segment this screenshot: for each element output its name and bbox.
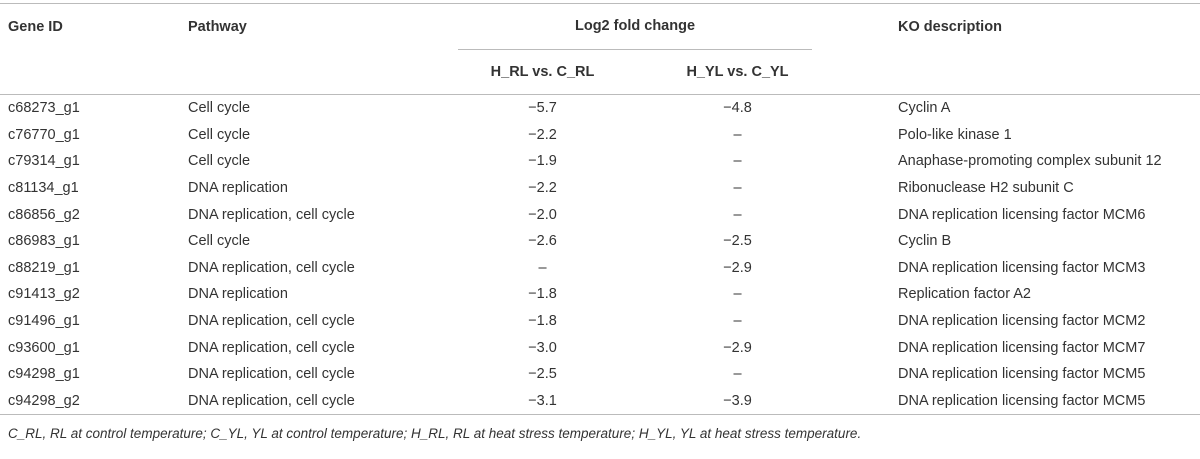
- fold-change: −4.8: [723, 100, 752, 117]
- pathway: DNA replication, cell cycle: [180, 387, 455, 416]
- pathway: Cell cycle: [188, 100, 251, 117]
- table-row: c76770_g1 Cell cycle −2.2 – Polo-like kinase…: [0, 122, 1200, 149]
- gene-id: c81134_g1: [8, 180, 79, 197]
- ko-description: DNA replication licensing factor MCM7: [898, 339, 1146, 356]
- gene-id: c76770_g1: [8, 126, 80, 143]
- fold-change: −2.2: [528, 180, 557, 197]
- fold-change: −2.9: [723, 339, 752, 356]
- fold-change: –: [733, 286, 742, 303]
- table-row: c86856_g2 DNA replication, cell cycle −2.0…: [0, 201, 1200, 228]
- pathway: DNA replication, cell cycle: [188, 366, 355, 383]
- fold-change: –: [733, 153, 742, 170]
- fold-change: −2.2: [528, 126, 557, 143]
- pathway: DNA replication: [188, 180, 288, 197]
- footnote: C_RL, RL at control temperature; C_YL, Y…: [8, 426, 862, 442]
- fold-change: –: [733, 180, 742, 197]
- subcolumn-header: H_YL vs. C_YL: [630, 50, 845, 95]
- ko-description: Ribonuclease H2 subunit C: [898, 180, 1074, 197]
- table-row: c68273_g1 Cell cycle −5.7 −4.8 Cyclin A: [0, 95, 1200, 122]
- gene-id: c79314_g1: [8, 153, 80, 170]
- column-group: Log2 fold change: [455, 3, 845, 50]
- ko-description: Cyclin B: [898, 233, 952, 250]
- gene-id: c68273_g1: [8, 100, 80, 117]
- column-header: Log2 fold change: [458, 4, 812, 50]
- fold-change: –: [733, 366, 742, 383]
- table-row: c88219_g1 DNA replication, cell cycle – −2.…: [0, 255, 1200, 282]
- pathway: DNA replication, cell cycle: [188, 339, 355, 356]
- pathway: Cell cycle: [188, 233, 251, 250]
- fold-change: −3.0: [528, 339, 557, 356]
- table-row: c91413_g2 DNA replication −1.8 – Replication…: [0, 281, 1200, 308]
- ko-description: DNA replication licensing factor MCM2: [898, 313, 1146, 330]
- gene-id: c91413_g2: [8, 286, 80, 303]
- gene-id: c93600_g1: [8, 339, 80, 356]
- fold-change: −5.7: [528, 100, 557, 117]
- fold-change: –: [538, 259, 547, 276]
- fold-change: −2.0: [528, 206, 557, 223]
- fold-change: −1.9: [528, 153, 557, 170]
- table-row: c86983_g1 Cell cycle −2.6 −2.5 Cyclin B: [0, 228, 1200, 255]
- table-row: c91496_g1 DNA replication, cell cycle −1.8…: [0, 308, 1200, 335]
- gene-id: c94298_g2: [0, 387, 180, 416]
- fold-change: −2.6: [528, 233, 557, 250]
- ko-description: DNA replication licensing factor MCM3: [898, 259, 1146, 276]
- fold-change: −1.8: [528, 313, 557, 330]
- table-row: c79314_g1 Cell cycle −1.9 – Anaphase-promoti…: [0, 148, 1200, 175]
- fold-change: –: [733, 313, 742, 330]
- column-header: Pathway: [180, 3, 455, 50]
- ko-description: Anaphase-promoting complex subunit 12: [898, 153, 1162, 170]
- gene-id: c86856_g2: [8, 206, 80, 223]
- gene-id: c86983_g1: [8, 233, 80, 250]
- table-row: c94298_g2 DNA replication, cell cycle −3.1…: [0, 387, 1200, 416]
- pathway: DNA replication: [188, 286, 288, 303]
- fold-change: –: [733, 206, 742, 223]
- gene-id: c91496_g1: [8, 313, 80, 330]
- pathway: DNA replication, cell cycle: [188, 313, 355, 330]
- fold-change: −2.5: [723, 233, 752, 250]
- column-header: Gene ID: [0, 3, 180, 50]
- pathway: DNA replication, cell cycle: [188, 206, 355, 223]
- ko-description: Replication factor A2: [898, 286, 1031, 303]
- table-row: c81134_g1 DNA replication −2.2 – Ribonucleas…: [0, 175, 1200, 202]
- page: Gene ID Pathway Log2 fold change KO desc…: [0, 3, 1200, 459]
- gene-id: c94298_g1: [8, 366, 80, 383]
- ko-description: DNA replication licensing factor MCM5: [845, 387, 1200, 416]
- fold-change: −3.1: [455, 387, 630, 416]
- subcolumn-header: H_RL vs. C_RL: [455, 50, 630, 95]
- gene-id: c88219_g1: [8, 259, 80, 276]
- table-body: c68273_g1 Cell cycle −5.7 −4.8 Cyclin A c7677…: [0, 95, 1200, 416]
- subheader-row: H_RL vs. C_RL H_YL vs. C_YL: [0, 50, 1200, 95]
- data-table: Gene ID Pathway Log2 fold change KO desc…: [0, 3, 1200, 416]
- fold-change: −3.9: [630, 387, 845, 416]
- fold-change: −1.8: [528, 286, 557, 303]
- fold-change: −2.9: [723, 259, 752, 276]
- fold-change: −2.5: [528, 366, 557, 383]
- pathway: DNA replication, cell cycle: [188, 259, 355, 276]
- ko-description: DNA replication licensing factor MCM6: [898, 206, 1146, 223]
- fold-change: –: [733, 126, 742, 143]
- pathway: Cell cycle: [188, 126, 251, 143]
- ko-description: DNA replication licensing factor MCM5: [898, 366, 1146, 383]
- pathway: Cell cycle: [188, 153, 251, 170]
- ko-description: Polo-like kinase 1: [898, 126, 1012, 143]
- header-row: Gene ID Pathway Log2 fold change KO desc…: [0, 3, 1200, 50]
- table-row: c94298_g1 DNA replication, cell cycle −2.5…: [0, 361, 1200, 388]
- table-row: c93600_g1 DNA replication, cell cycle −3.0…: [0, 334, 1200, 361]
- column-header: KO description: [845, 3, 1200, 50]
- ko-description: Cyclin A: [898, 100, 951, 117]
